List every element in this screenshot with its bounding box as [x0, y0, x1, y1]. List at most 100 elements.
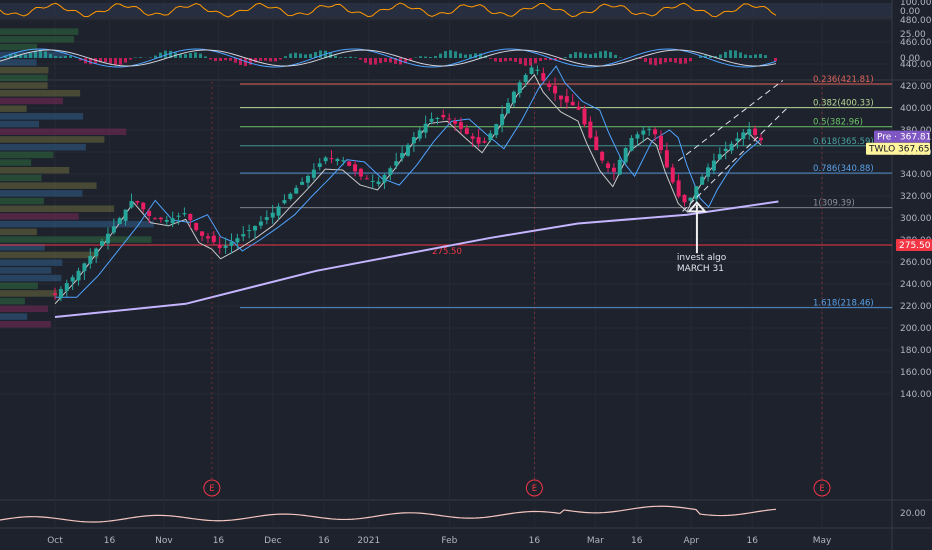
candle-body — [706, 167, 711, 177]
moving-average-line — [55, 65, 762, 298]
candle-body — [594, 136, 599, 151]
candle-body — [153, 218, 158, 220]
volume-profile-bar — [0, 74, 48, 82]
volume-profile-bar — [0, 28, 79, 35]
candle-body — [376, 181, 381, 185]
macd-histogram-bar — [724, 51, 727, 58]
macd-histogram-bar — [214, 58, 217, 62]
macd-histogram-bar — [729, 50, 732, 58]
macd-histogram-bar — [89, 58, 92, 65]
candle-body — [405, 144, 410, 156]
macd-histogram-bar — [474, 53, 477, 58]
macd-histogram-bar — [104, 58, 107, 63]
candle-body — [329, 158, 334, 160]
ma-200-line — [54, 200, 779, 318]
volume-profile-bar — [0, 51, 67, 58]
level-price-label: 275.50 — [899, 241, 931, 251]
volume-profile-bar — [0, 259, 63, 266]
macd-tick-label: 25.00 — [900, 30, 926, 40]
macd-histogram-bar — [284, 56, 287, 58]
price-tick-label: 400.00 — [900, 104, 932, 114]
candle-body — [300, 181, 305, 185]
candle-body — [247, 230, 252, 232]
candle-body — [76, 270, 81, 281]
macd-histogram-bar — [589, 54, 592, 58]
macd-histogram-bar — [244, 58, 247, 66]
macd-histogram-bar — [459, 53, 462, 58]
macd-histogram-bar — [239, 58, 242, 66]
time-tick-label: 16 — [747, 536, 759, 546]
candle-body — [441, 114, 446, 118]
macd-histogram-bar — [554, 58, 557, 61]
macd-histogram-bar — [659, 58, 662, 65]
price-tick-label: 440.00 — [900, 60, 932, 70]
candle-body — [464, 128, 469, 134]
macd-histogram-bar — [714, 56, 717, 58]
earnings-marker — [813, 479, 831, 497]
macd-histogram-bar — [264, 58, 267, 61]
price-tick-label: 420.00 — [900, 82, 932, 92]
candle-body — [258, 221, 263, 226]
macd-histogram-bar — [54, 56, 57, 58]
macd-histogram-bar — [229, 58, 232, 61]
macd-histogram-bar — [259, 58, 262, 61]
volume-profile-bar — [0, 313, 28, 320]
candle-body — [411, 137, 416, 144]
candle-body — [282, 200, 287, 204]
macd-histogram-bar — [39, 50, 42, 58]
time-tick-label: Feb — [441, 536, 457, 546]
macd-histogram-bar — [129, 58, 132, 60]
candle-body — [305, 175, 310, 183]
macd-histogram-bar — [334, 55, 337, 58]
macd-histogram-bar — [209, 58, 212, 60]
price-tick-label: 140.00 — [900, 390, 932, 400]
macd-histogram-bar — [479, 53, 482, 58]
macd-histogram-bar — [404, 58, 407, 64]
candle-body — [470, 136, 475, 139]
candle-body — [105, 233, 110, 244]
macd-histogram-bar — [249, 58, 252, 65]
price-tick-label: 220.00 — [900, 302, 932, 312]
macd-signal-line — [0, 49, 777, 67]
candle-body — [53, 293, 57, 295]
macd-histogram-bar — [519, 58, 522, 65]
macd-histogram-bar — [464, 54, 467, 58]
macd-histogram-bar — [269, 58, 272, 62]
macd-histogram-bar — [529, 58, 532, 66]
macd-histogram-bar — [444, 51, 447, 58]
macd-histogram-bar — [609, 52, 612, 58]
macd-histogram-bar — [639, 58, 642, 60]
time-tick-label: May — [813, 536, 832, 546]
candle-body — [676, 180, 681, 197]
macd-histogram-bar — [689, 58, 692, 62]
macd-histogram-bar — [234, 58, 237, 63]
macd-histogram-bar — [304, 54, 307, 58]
volume-profile-bar — [0, 90, 81, 97]
candle-body — [335, 159, 340, 162]
time-tick-label: Nov — [155, 536, 173, 546]
macd-histogram-bar — [44, 51, 47, 58]
candle-body — [629, 137, 634, 151]
candle-body — [417, 130, 422, 139]
macd-histogram-bar — [499, 58, 502, 63]
fib-level-label: 0.382(400.33) — [813, 99, 874, 109]
macd-histogram-bar — [549, 58, 552, 61]
candle-body — [311, 169, 316, 178]
annotation-text: MARCH 31 — [677, 264, 724, 274]
macd-histogram-bar — [299, 53, 302, 58]
fib-level-label: 0.786(340.88) — [813, 164, 874, 174]
macd-histogram-bar — [564, 57, 567, 58]
candle-body — [264, 217, 269, 220]
fib-level-label: 0.5(382.96) — [813, 118, 863, 128]
time-tick-label: 16 — [213, 536, 225, 546]
price-tick-label: 240.00 — [900, 280, 932, 290]
candle-body — [617, 159, 622, 175]
macd-histogram-bar — [594, 53, 597, 58]
macd-histogram-bar — [504, 58, 507, 62]
candle-body — [58, 289, 63, 299]
macd-histogram-bar — [254, 58, 257, 63]
volume-profile-bar — [0, 151, 54, 159]
macd-histogram-bar — [29, 53, 32, 58]
macd-histogram-bar — [184, 54, 187, 58]
